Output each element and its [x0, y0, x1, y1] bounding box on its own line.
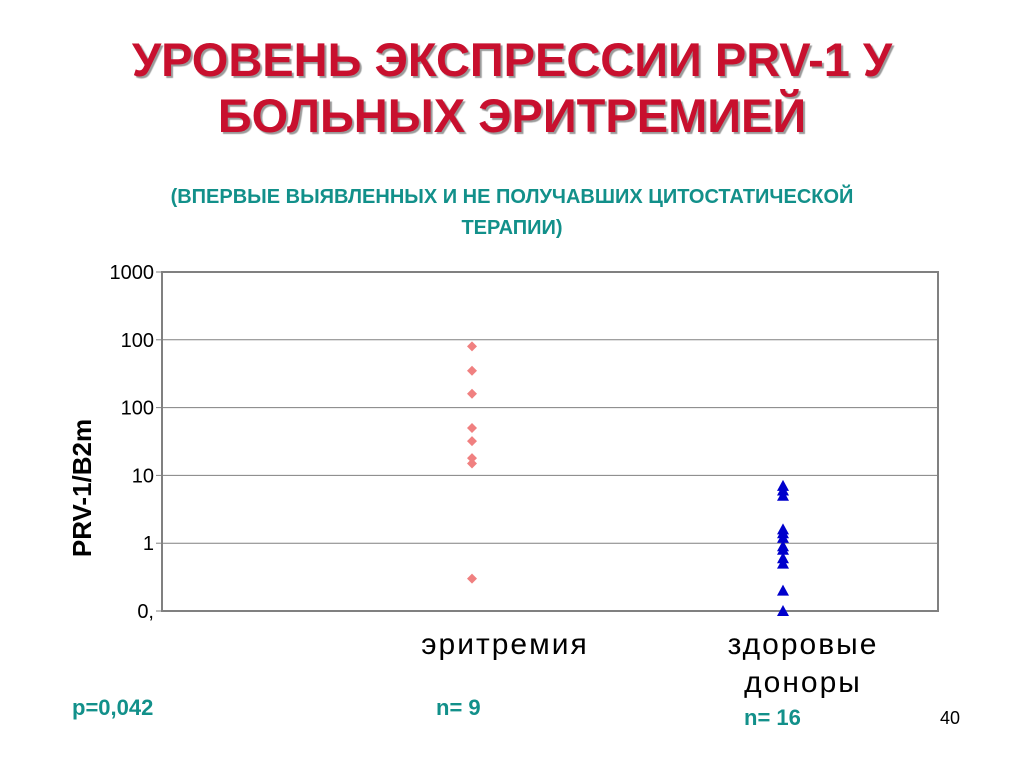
- erythremia-point: [467, 453, 477, 464]
- plot-area: [161, 271, 939, 612]
- y-tick-label: 100: [121, 398, 154, 420]
- y-tick-label: 0,: [137, 601, 154, 623]
- erythremia-point: [467, 423, 477, 434]
- erythremia-point: [467, 341, 477, 352]
- n-donors-label: n= 16: [744, 705, 801, 730]
- title-line-2: БОЛЬНЫХ ЭРИТРЕМИЕЙ: [217, 89, 807, 142]
- y-tick-label: 1: [143, 533, 154, 555]
- subtitle-line-1: (ВПЕРВЫЕ ВЫЯВЛЕННЫХ И НЕ ПОЛУЧАВШИХ ЦИТО…: [170, 186, 854, 208]
- subtitle-line-2: ТЕРАПИИ): [461, 217, 563, 239]
- y-tick-label: 10: [132, 465, 154, 487]
- page-number: 40: [940, 708, 961, 728]
- y-tick-label: 1000: [110, 262, 155, 284]
- donor-point: [777, 584, 789, 596]
- slide-subtitle: (ВПЕРВЫЕ ВЫЯВЛЕННЫХ И НЕ ПОЛУЧАВШИХ ЦИТО…: [40, 182, 984, 244]
- donor-point: [777, 543, 789, 555]
- y-tick-label: 100: [121, 330, 154, 352]
- erythremia-point: [467, 365, 477, 376]
- erythremia-point: [467, 458, 477, 469]
- erythremia-point: [467, 573, 477, 584]
- y-axis-label: PRV-1/B2m: [67, 419, 97, 557]
- erythremia-point: [467, 388, 477, 399]
- category-label: здоровые: [728, 628, 879, 661]
- p-value-label: p=0,042: [72, 695, 154, 720]
- category-label: доноры: [744, 666, 862, 699]
- slide-title: УРОВЕНЬ ЭКСПРЕССИИ PRV-1 У БОЛЬНЫХ ЭРИТР…: [0, 32, 1024, 144]
- erythremia-point: [467, 436, 477, 447]
- title-line-1: УРОВЕНЬ ЭКСПРЕССИИ PRV-1 У: [131, 33, 893, 86]
- n-erythremia-label: n= 9: [436, 695, 481, 720]
- donor-point: [777, 489, 789, 501]
- category-label: эритремия: [421, 628, 589, 661]
- donor-point: [777, 531, 789, 543]
- donor-point: [777, 557, 789, 569]
- donor-point: [777, 605, 789, 616]
